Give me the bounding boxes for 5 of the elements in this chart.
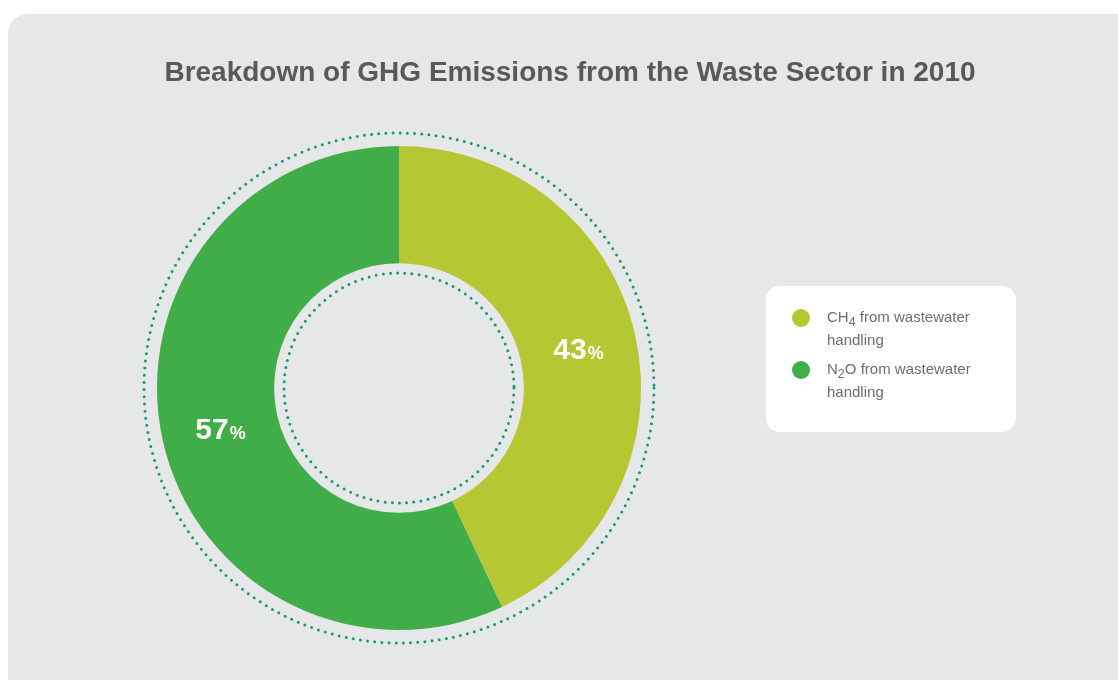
legend-label: N$_{2}$O from wastewater handling — [827, 360, 972, 400]
legend-label: CH$_{4}$ from wastewater handling — [827, 308, 971, 348]
data-label: 43% — [553, 331, 604, 365]
chart-title: Breakdown of GHG Emissions from the Waste Sector in 2010 — [163, 56, 977, 88]
data-label: 57% — [195, 412, 246, 446]
